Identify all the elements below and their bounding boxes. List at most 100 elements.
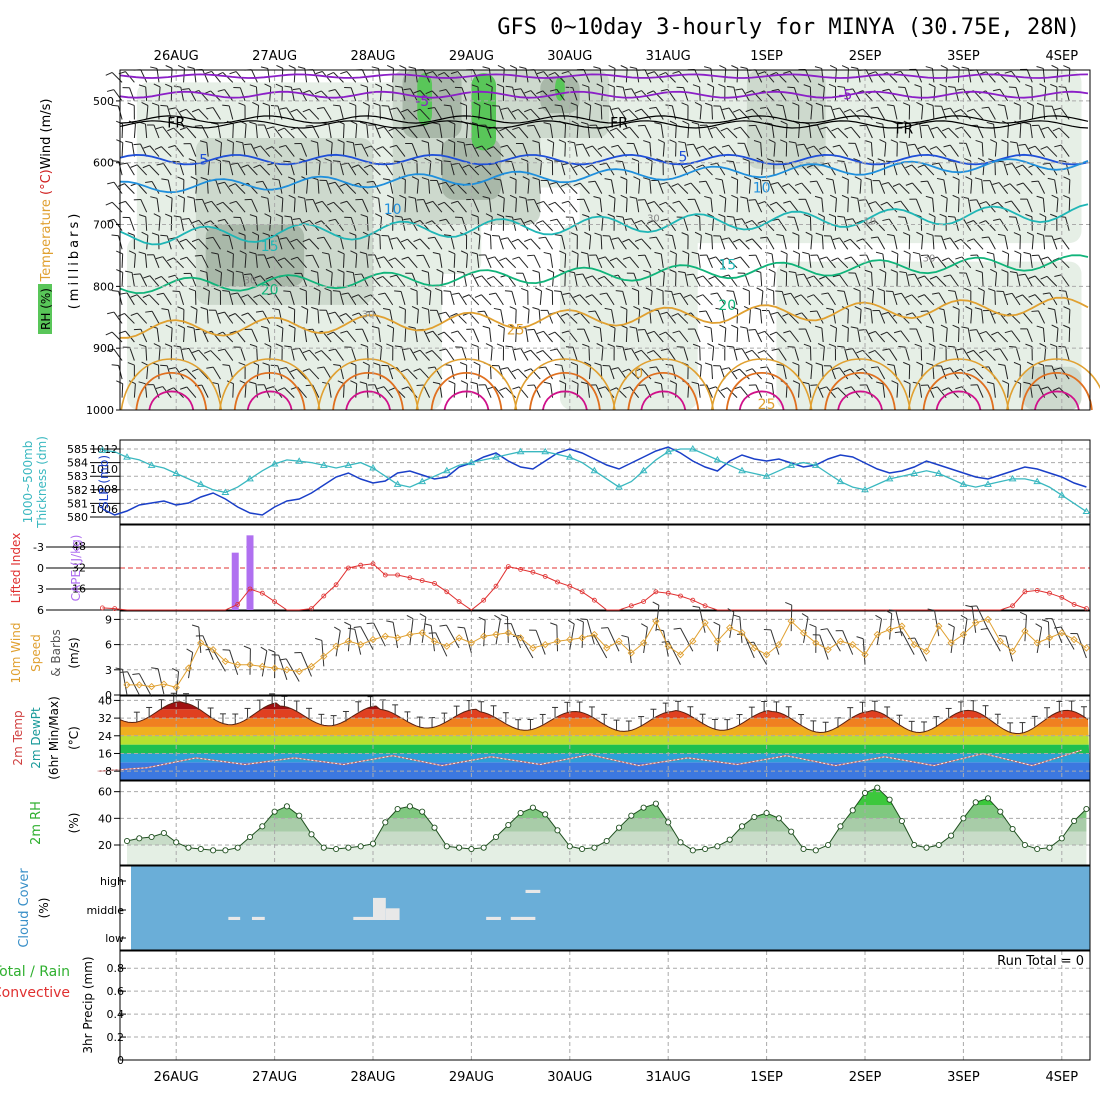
wind-barb — [474, 164, 492, 176]
wind-barb-shaft — [1056, 328, 1059, 343]
rh-shading — [1022, 366, 1082, 410]
wind-barb — [213, 287, 221, 305]
wind-barb-flag — [532, 269, 540, 273]
wind-barb-shaft — [970, 309, 973, 324]
wind-barb — [608, 194, 616, 213]
wind-barb-flag — [217, 348, 225, 352]
wind-barb-flag — [841, 324, 849, 329]
wind-barb-flag — [253, 145, 261, 149]
wind-barb-flag — [138, 84, 146, 88]
wind-barb-shaft — [232, 383, 234, 398]
wind-barb-flag — [820, 628, 828, 631]
wind-barb-shaft — [644, 125, 652, 139]
wind-barb-shaft — [489, 235, 492, 250]
wind-barb-flag — [629, 66, 637, 70]
wind-barb-flag — [649, 236, 657, 239]
wind-barb-shaft — [794, 347, 800, 361]
wind-barb — [153, 213, 161, 231]
wind-barb-flag — [604, 307, 612, 311]
wind-barb — [993, 348, 1009, 361]
wind-barb-shaft — [530, 108, 541, 120]
wind-barb-shaft — [617, 237, 627, 250]
wind-barb-shaft — [1056, 198, 1059, 213]
wind-barb-flag — [130, 164, 138, 168]
wind-barb-shaft — [728, 237, 738, 250]
wind-barb — [543, 251, 554, 268]
wind-barb-flag — [1009, 216, 1017, 218]
wind-barb-shaft — [821, 198, 824, 213]
wind-barb-flag — [964, 287, 972, 292]
wind-speed-marker — [406, 630, 414, 639]
wind-barb-shaft — [564, 123, 567, 139]
wind-speed-marker — [258, 662, 266, 671]
wind-barb-shaft — [436, 310, 443, 324]
wind-barb-shaft — [170, 68, 173, 83]
pressure-axis-label: (millibars) — [67, 211, 82, 310]
wind-barb — [624, 348, 640, 361]
wind-barb — [841, 65, 849, 83]
wind-barb-shaft — [195, 309, 198, 324]
wind-barb-shaft — [739, 368, 750, 380]
wind-barb-shaft — [396, 145, 406, 157]
wind-barb-shaft — [875, 201, 886, 213]
wind-barb-flag — [244, 273, 252, 276]
wind-barb-flag — [290, 256, 298, 260]
wind-barb — [522, 306, 530, 324]
wind-barb-flag — [704, 195, 712, 199]
wind-barb-flag — [819, 256, 827, 260]
wind-barb-flag — [321, 252, 330, 255]
wind-barb — [202, 287, 210, 305]
wind-barb — [837, 215, 849, 231]
wind-barb-flag — [819, 386, 827, 390]
wind-barb-flag — [524, 368, 532, 372]
wind-barb — [1040, 146, 1058, 157]
wind-barb-shaft — [962, 618, 968, 645]
wind-barb-flag — [692, 343, 700, 348]
wind-barb-shaft — [997, 201, 1009, 213]
wind-barb-flag — [341, 292, 349, 295]
wind-barb — [514, 88, 529, 102]
wind-barb-shaft — [631, 218, 640, 231]
wind-barb-flag — [831, 127, 839, 132]
wind-barb-flag — [194, 254, 202, 257]
wind-barb — [731, 324, 739, 343]
wind-barb-flag — [362, 101, 370, 106]
wind-barb-shaft — [778, 218, 787, 232]
wind-barb-shaft — [923, 164, 935, 176]
wind-barb-flag — [841, 194, 849, 199]
wind-barb — [206, 107, 221, 120]
wind-barb-flag — [952, 194, 960, 199]
wind-barb-flag — [387, 194, 394, 199]
wind-barb-shaft — [1038, 125, 1046, 139]
wind-barb — [821, 162, 836, 176]
isotherm-label: 15 — [261, 239, 279, 255]
wind-barb — [894, 631, 915, 655]
wind-barb-flag — [408, 66, 416, 69]
wind-barb — [190, 176, 198, 194]
wind-barb — [929, 146, 947, 157]
wind-barb-shaft — [973, 220, 984, 232]
wind-barb-shaft — [761, 161, 764, 176]
isotherm-line — [119, 254, 1089, 295]
wind-barb — [607, 343, 615, 361]
wind-barb — [792, 250, 800, 268]
wind-barb — [748, 254, 763, 269]
wind-barb — [115, 667, 128, 696]
wind-barb-flag — [1015, 164, 1023, 169]
wind-barb-shaft — [145, 346, 148, 361]
wind-barb — [624, 88, 640, 102]
wind-barb — [850, 196, 861, 213]
wind-barb-flag — [604, 178, 612, 181]
wind-barb — [550, 218, 566, 232]
wind-barb-shaft — [113, 348, 123, 361]
wind-barb — [856, 349, 873, 361]
wind-barb-flag — [1002, 250, 1009, 255]
wind-barb — [1045, 618, 1063, 644]
wind-barb-shaft — [273, 256, 283, 269]
wind-barb-flag — [1054, 626, 1062, 629]
wind-barb — [316, 107, 332, 120]
wind-barb — [344, 621, 352, 652]
wind-barb-flag — [850, 326, 858, 329]
wind-barb — [991, 201, 1009, 213]
wind-barb — [776, 104, 787, 120]
